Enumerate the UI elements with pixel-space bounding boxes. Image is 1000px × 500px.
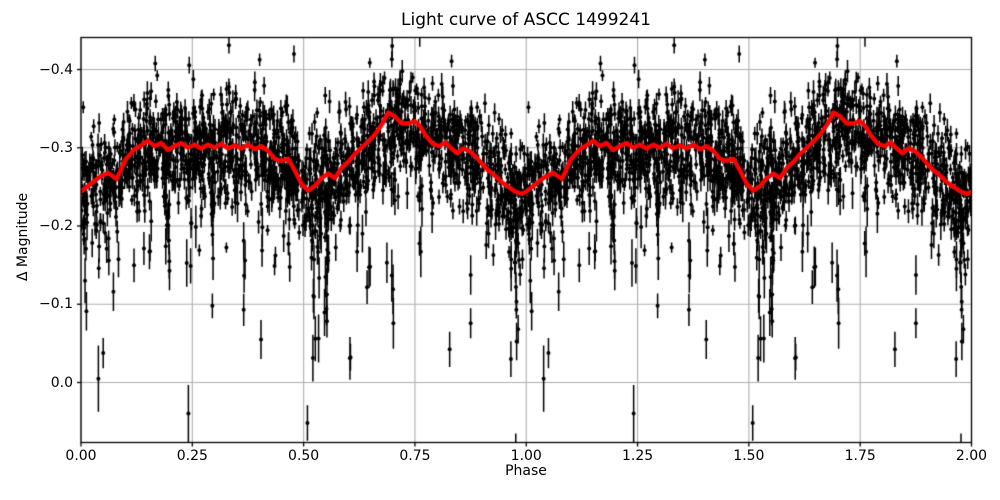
- y-tick-label: −0.1: [39, 296, 73, 313]
- x-axis-label: Phase: [505, 463, 547, 479]
- x-tick-label: 0.00: [65, 448, 97, 464]
- x-tick-label: 0.50: [288, 448, 320, 464]
- x-tick-label: 0.75: [399, 448, 431, 464]
- y-tick-label: −0.3: [39, 139, 73, 156]
- x-tick-label: 1.00: [510, 448, 542, 464]
- y-axis-label: Δ Magnitude: [15, 192, 31, 282]
- x-tick-label: 2.00: [955, 448, 988, 464]
- x-tick-label: 0.25: [176, 448, 208, 464]
- y-tick-label: 0.0: [50, 374, 73, 391]
- x-tick-label: 1.50: [733, 448, 765, 464]
- y-tick-label: −0.4: [39, 61, 73, 78]
- x-tick-label: 1.25: [621, 448, 654, 464]
- x-tick-label: 1.75: [844, 448, 876, 464]
- chart-title: Light curve of ASCC 1499241: [401, 10, 651, 30]
- y-tick-label: −0.2: [39, 218, 73, 234]
